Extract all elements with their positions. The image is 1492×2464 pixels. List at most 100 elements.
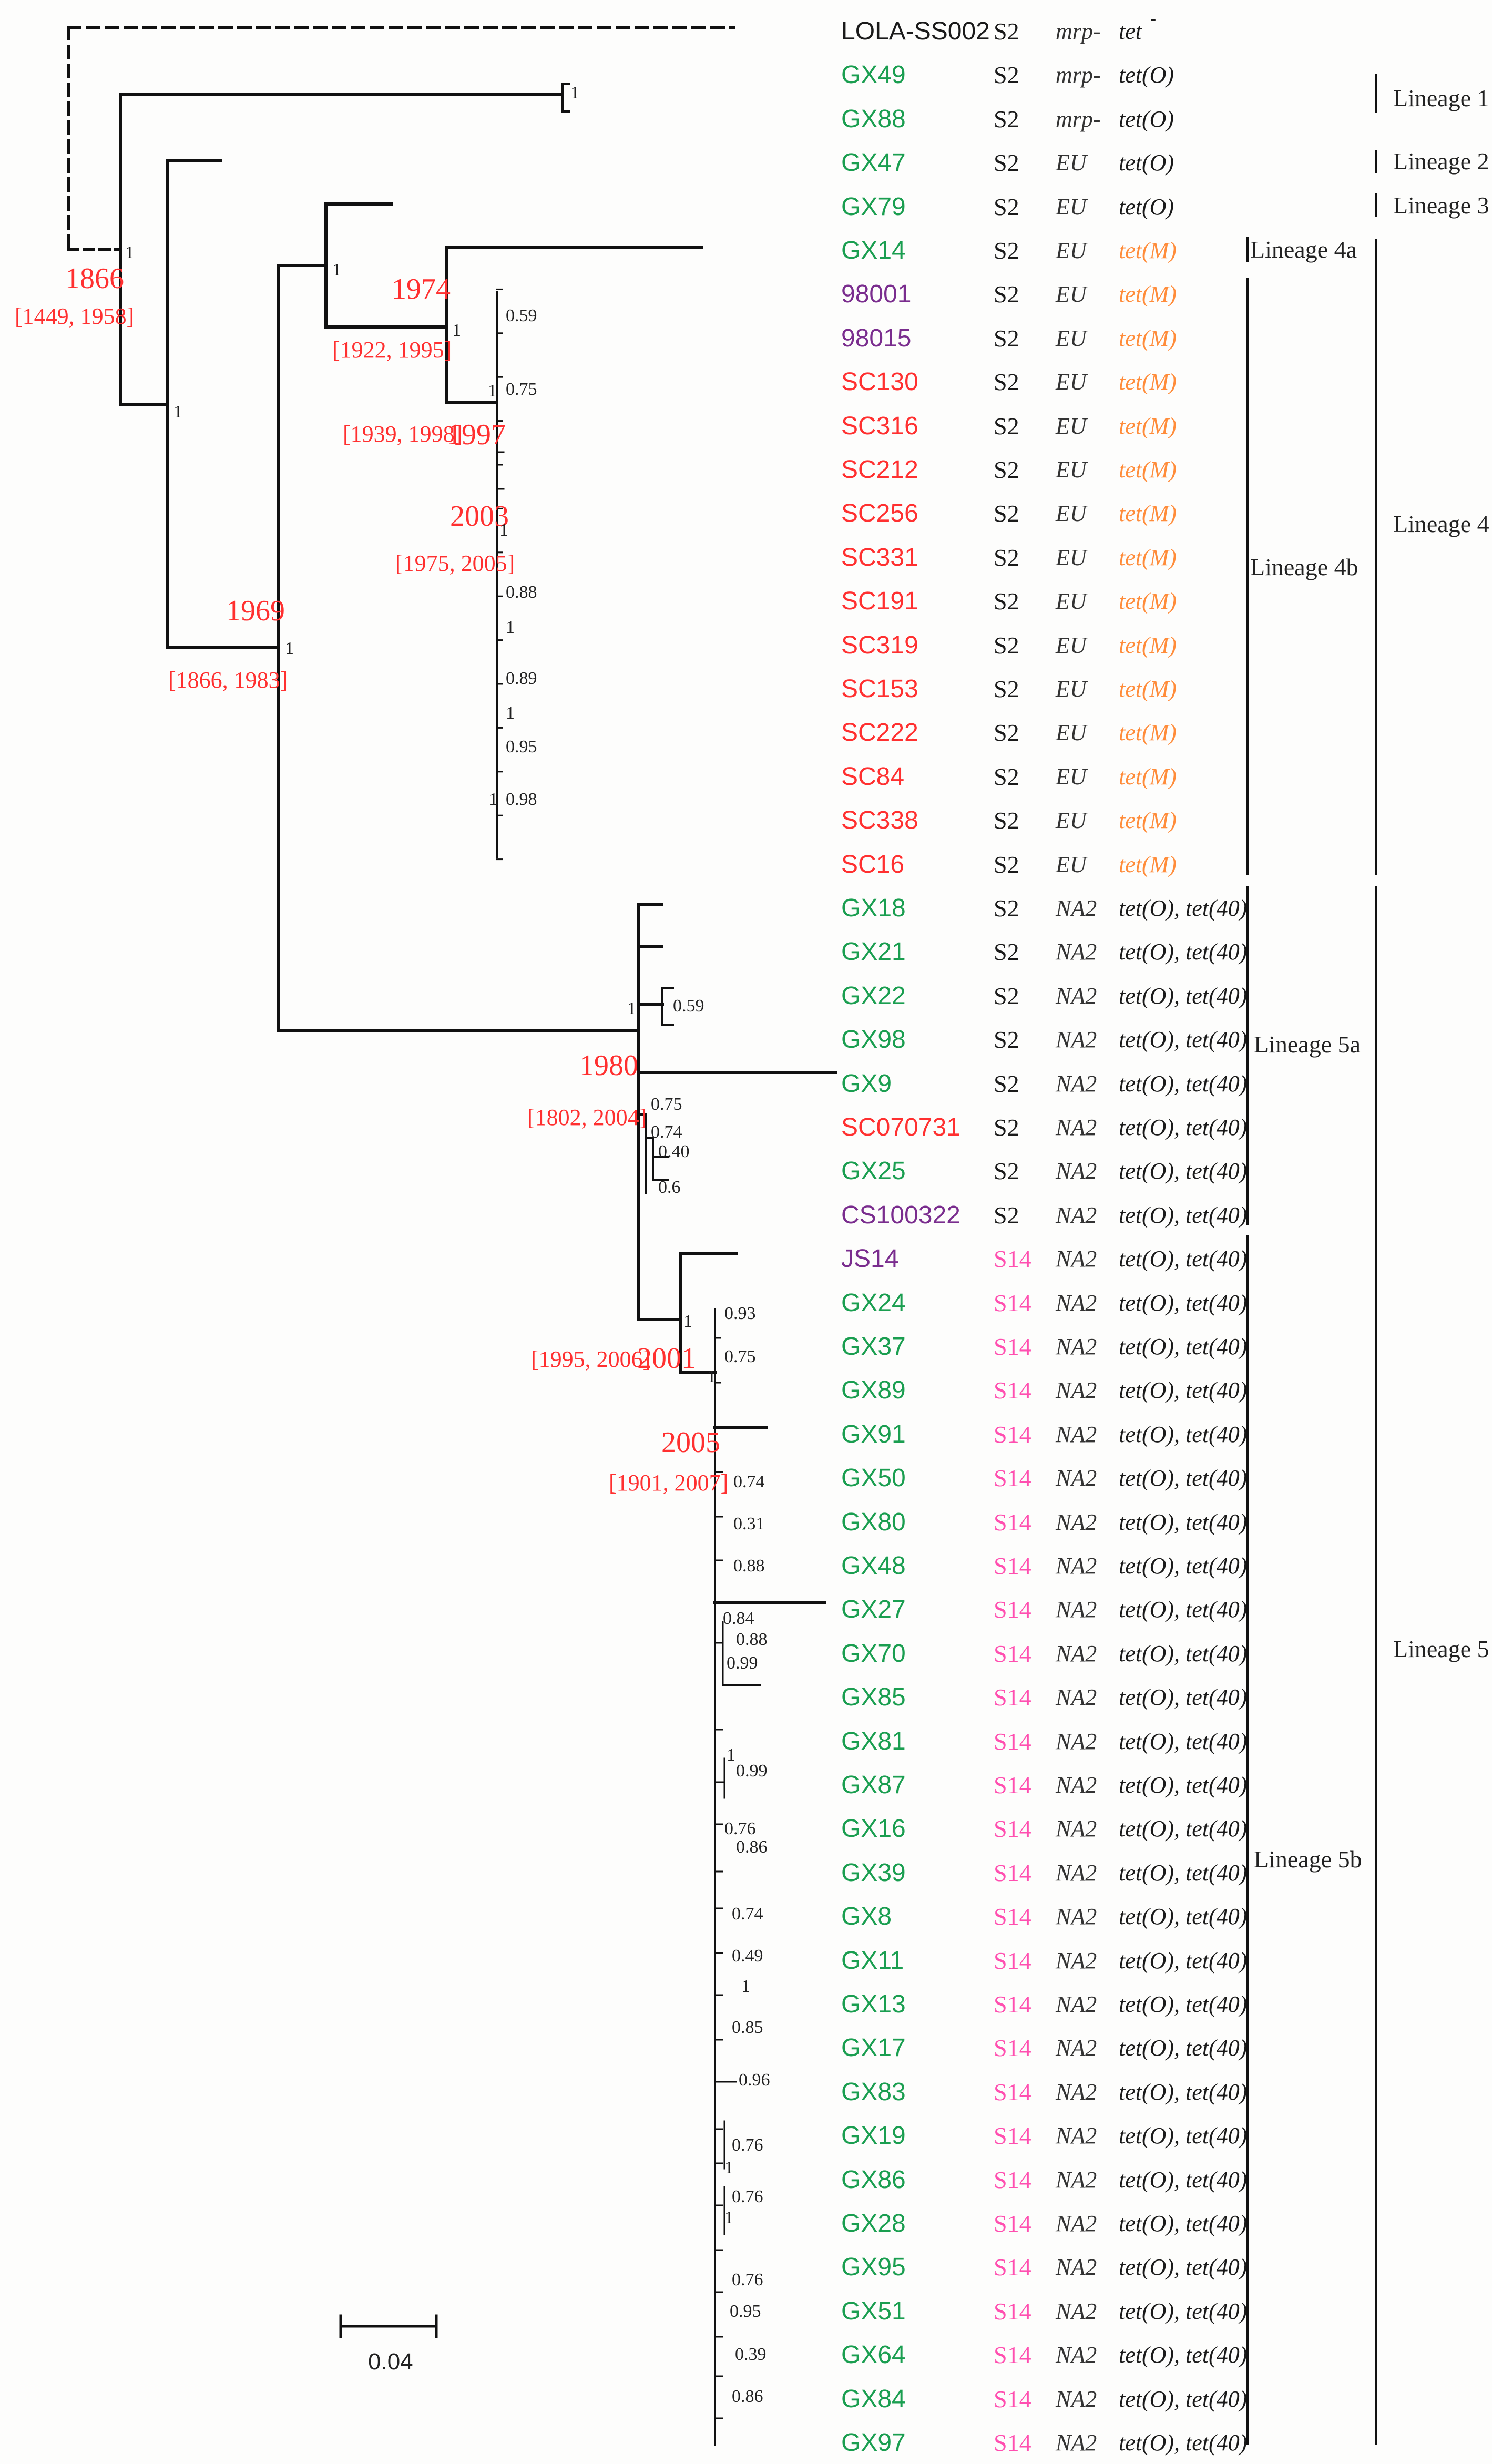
tip-mrp-type: mrp- — [1056, 18, 1101, 44]
tip-tet-genes: tet(O), tet(40) — [1119, 1728, 1248, 1754]
lineage-5-bracket — [1375, 886, 1377, 2445]
tip-serotype: S14 — [994, 1772, 1031, 1798]
tip-mrp-type: NA2 — [1056, 1377, 1097, 1404]
tip-row: GX21 S2 NA2 tet(O), tet(40) — [841, 931, 1314, 973]
tip-serotype: S14 — [994, 1508, 1031, 1536]
lineage-1-bracket — [1375, 74, 1377, 113]
lineage-5a-label: Lineage 5a — [1254, 1031, 1361, 1058]
tip-serotype: S2 — [994, 62, 1019, 89]
lineage-4-bracket — [1375, 239, 1377, 875]
tip-mrp-type: NA2 — [1056, 1509, 1097, 1535]
tip-mrp-type: EU — [1056, 763, 1087, 790]
tip-tet-genes: tet(M) — [1119, 457, 1177, 483]
tip-serotype: S2 — [994, 412, 1019, 439]
lineage-4b-bracket — [1246, 278, 1249, 875]
date-1974: 1974 — [392, 273, 451, 305]
tip-serotype: S14 — [994, 1245, 1031, 1273]
tip-mrp-type: EU — [1056, 413, 1087, 439]
tip-row: GX25 S2 NA2 tet(O), tet(40) — [841, 1150, 1314, 1192]
tip-serotype: S2 — [994, 18, 1019, 45]
tip-row: GX87 S14 NA2 tet(O), tet(40) — [841, 1764, 1314, 1806]
support-value: 0.89 — [506, 669, 537, 688]
tip-serotype: S2 — [994, 938, 1019, 966]
tip-row: GX86 S14 NA2 tet(O), tet(40) — [841, 2159, 1314, 2201]
tip-name: GX21 — [841, 938, 906, 966]
tip-tet-genes: tet(O), tet(40) — [1119, 1290, 1248, 1316]
tip-serotype: S14 — [994, 2385, 1031, 2412]
tip-tet-genes: tet(O), tet(40) — [1119, 1816, 1248, 1842]
tip-tet-genes: tet(O), tet(40) — [1119, 2166, 1248, 2193]
support-value: 0.95 — [730, 2302, 761, 2321]
support-value: 1 — [488, 381, 497, 401]
support-value: 1 — [499, 520, 508, 540]
tip-name: SC84 — [841, 762, 905, 791]
lineage-1-label: Lineage 1 — [1393, 85, 1489, 111]
tip-mrp-type: NA2 — [1056, 1728, 1097, 1754]
support-value: 0.98 — [506, 790, 537, 809]
tip-tet-genes: tet(O), tet(40) — [1119, 1904, 1248, 1930]
support-value: 0.85 — [732, 2018, 763, 2037]
tip-mrp-type: NA2 — [1056, 2298, 1097, 2324]
support-value: 0.6 — [658, 1178, 681, 1197]
support-value: 0.93 — [724, 1304, 756, 1323]
tip-name: GX79 — [841, 192, 906, 221]
tip-row: GX51 S14 NA2 tet(O), tet(40) — [841, 2291, 1314, 2333]
support-value: 0.88 — [736, 1630, 768, 1649]
tip-row: GX19 S14 NA2 tet(O), tet(40) — [841, 2115, 1314, 2157]
tip-mrp-type: NA2 — [1056, 2342, 1097, 2368]
tip-tet-genes: tet(O), tet(40) — [1119, 1334, 1248, 1359]
date-1969: 1969 — [226, 595, 285, 627]
date-range-1997: [1939, 1998] — [343, 421, 463, 447]
tip-row: GX16 S14 NA2 tet(O), tet(40) — [841, 1808, 1314, 1850]
tip-serotype: S14 — [994, 1377, 1031, 1404]
tip-name: 98001 — [841, 280, 912, 309]
tip-name: SC191 — [841, 587, 918, 616]
tip-tet-genes: tet(M) — [1119, 413, 1177, 439]
tip-serotype: S14 — [994, 1903, 1031, 1930]
tip-mrp-type: NA2 — [1056, 2254, 1097, 2281]
tip-serotype: S2 — [994, 676, 1019, 702]
tip-mrp-type: NA2 — [1056, 2079, 1097, 2105]
support-value: 1 — [489, 790, 498, 809]
tip-mrp-type: NA2 — [1056, 1816, 1097, 1842]
support-value: 0.40 — [658, 1142, 690, 1161]
tip-row: SC130 S2 EU tet(M) — [841, 361, 1314, 403]
tip-tet-genes: tet(O), tet(40) — [1119, 1509, 1248, 1535]
tip-mrp-type: NA2 — [1056, 1859, 1097, 1886]
tip-serotype: S14 — [994, 2078, 1031, 2105]
tip-serotype: S2 — [994, 500, 1019, 527]
tip-serotype: S14 — [994, 2166, 1031, 2193]
support-value: 0.39 — [735, 2345, 767, 2364]
tip-row: GX79 S2 EU tet(O) — [841, 186, 1314, 228]
tip-name: SC130 — [841, 368, 918, 396]
tip-serotype: S2 — [994, 149, 1019, 177]
tip-row: SC84 S2 EU tet(M) — [841, 756, 1314, 798]
tip-serotype: S14 — [994, 1727, 1031, 1755]
support-value: 1 — [506, 618, 515, 637]
lineage-4a-bracket — [1246, 237, 1249, 262]
support-value: 1 — [707, 1367, 716, 1386]
lineage-5-label: Lineage 5 — [1393, 1635, 1489, 1662]
tip-row: GX39 S14 NA2 tet(O), tet(40) — [841, 1852, 1314, 1894]
support-value: 0.74 — [733, 1472, 765, 1491]
tip-row: SC222 S2 EU tet(M) — [841, 712, 1314, 754]
tip-tet-genes: tet(O), tet(40) — [1119, 1202, 1248, 1228]
tip-serotype: S2 — [994, 281, 1019, 308]
tip-name: GX13 — [841, 1990, 906, 2018]
tip-serotype: S14 — [994, 1859, 1031, 1886]
tip-name: GX14 — [841, 237, 906, 264]
support-value: 0.88 — [506, 582, 537, 602]
tip-row: GX9 S2 NA2 tet(O), tet(40) — [841, 1063, 1314, 1105]
tip-row: GX37 S14 NA2 tet(O), tet(40) — [841, 1326, 1314, 1368]
tip-serotype: S2 — [994, 763, 1019, 790]
tip-name: GX81 — [841, 1727, 906, 1755]
tip-mrp-type: NA2 — [1056, 1684, 1097, 1711]
tip-serotype: S2 — [994, 324, 1019, 352]
tip-serotype: S14 — [994, 2122, 1031, 2150]
tip-name: GX88 — [841, 105, 906, 133]
support-value: 1 — [724, 2208, 733, 2227]
support-value: 1 — [627, 999, 636, 1018]
tip-tet-genes: tet — [1119, 18, 1142, 44]
date-range-1866: [1449, 1958] — [15, 303, 135, 329]
tip-row: SC153 S2 EU tet(M) — [841, 668, 1314, 710]
